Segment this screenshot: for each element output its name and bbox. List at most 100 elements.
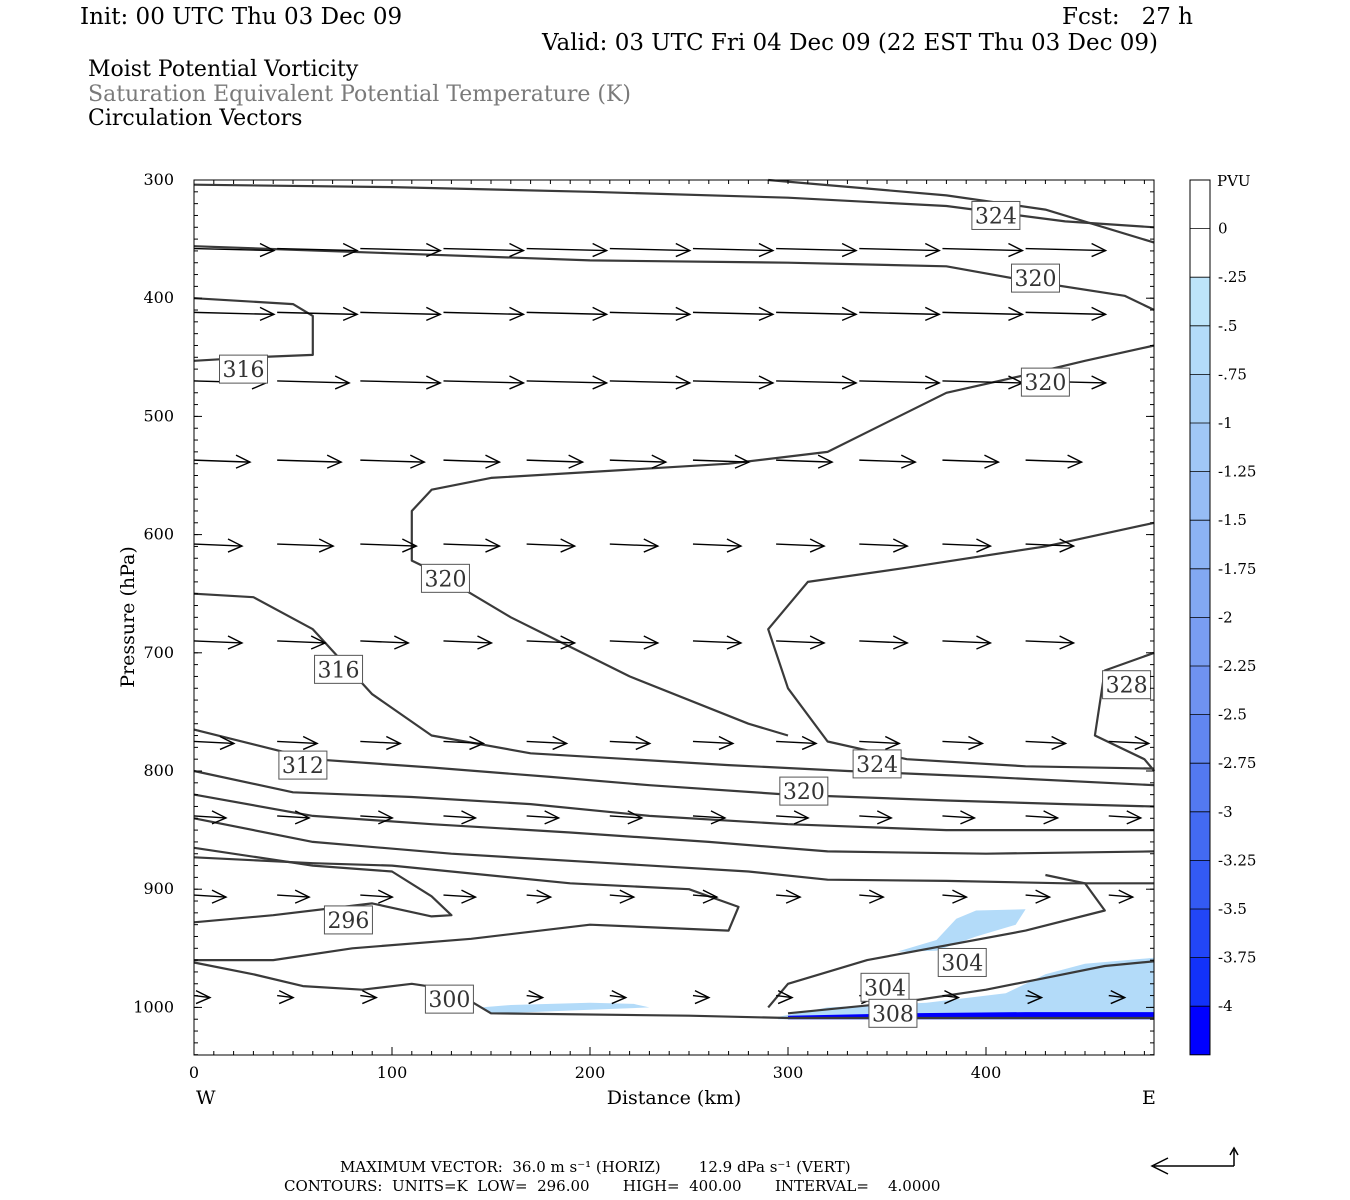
circulation-vector <box>526 242 609 258</box>
circulation-vector <box>609 889 636 904</box>
colorbar-label: -.25 <box>1218 268 1247 286</box>
circulation-vector <box>277 889 311 904</box>
circulation-vector <box>1025 889 1052 904</box>
circulation-vector <box>1025 735 1068 751</box>
colorbar-label: -2.75 <box>1218 754 1256 772</box>
colorbar-swatch <box>1190 957 1210 1007</box>
circulation-vector <box>776 810 810 825</box>
colorbar-label: -3 <box>1218 803 1233 821</box>
circulation-vector <box>360 635 410 650</box>
x-tick-label: 0 <box>189 1063 199 1082</box>
valid-time: Valid: 03 UTC Fri 04 Dec 09 (22 EST Thu … <box>542 30 1159 56</box>
contour-label-text: 304 <box>941 951 983 976</box>
circulation-vector <box>776 889 802 904</box>
colorbar-swatch <box>1190 228 1210 278</box>
colorbar-label: -3.5 <box>1218 900 1247 918</box>
init-time: Init: 00 UTC Thu 03 Dec 09 <box>80 4 403 30</box>
circulation-vector <box>443 735 486 751</box>
circulation-vector <box>443 306 526 322</box>
colorbar-swatch <box>1190 374 1210 423</box>
circulation-vector <box>360 989 378 1005</box>
x-tick-label: 100 <box>377 1063 408 1082</box>
circulation-vector <box>193 454 252 469</box>
colorbar-swatch <box>1190 714 1210 764</box>
colorbar-swatch <box>1190 860 1210 909</box>
circulation-vector <box>692 454 751 469</box>
circulation-vector <box>277 635 327 650</box>
circulation-vector <box>443 454 502 469</box>
theta-contour-layer <box>193 178 1156 1020</box>
circulation-vector <box>193 989 212 1005</box>
contour-label: 320 <box>779 776 829 806</box>
colorbar-title: PVU <box>1217 172 1251 190</box>
field-title-vectors: Circulation Vectors <box>88 106 303 131</box>
circulation-vector <box>443 242 526 258</box>
circulation-vector <box>360 454 426 469</box>
circulation-vector <box>776 735 818 751</box>
axes-layer: 0 100 200 300 400 300 400 500 600 700 800 900 1000 <box>133 170 1154 1082</box>
colorbar: 0 -.25 -.5 -.75 -1 -1.25 -1.5 -1.75 -2 -2.25 -2.5 -… <box>1189 179 1256 1056</box>
contour-label-text: 316 <box>223 358 265 383</box>
colorbar-swatch <box>1190 277 1210 326</box>
contour-label-text: 316 <box>318 658 360 683</box>
circulation-vector <box>443 635 494 650</box>
circulation-vector <box>277 454 343 469</box>
circulation-vector <box>360 306 442 322</box>
colorbar-swatch <box>1190 909 1210 958</box>
circulation-vector <box>859 635 909 650</box>
circulation-vector <box>277 375 351 390</box>
theta-contour-line <box>768 178 1155 244</box>
circulation-vector <box>443 810 478 825</box>
colorbar-label: -2.5 <box>1218 706 1247 724</box>
east-label: E <box>1142 1087 1156 1109</box>
y-tick-label: 900 <box>143 879 174 898</box>
circulation-vector <box>526 735 569 751</box>
circulation-vector <box>859 735 901 751</box>
circulation-vector <box>776 538 826 553</box>
circulation-vector <box>526 306 609 322</box>
contour-label: 324 <box>971 200 1021 230</box>
circulation-vector <box>193 889 228 904</box>
colorbar-label: 0 <box>1218 220 1228 238</box>
circulation-vector <box>692 306 775 322</box>
circulation-vector <box>942 735 985 751</box>
max-vector-note: MAXIMUM VECTOR: 36.0 m s⁻¹ (HORIZ) 12.9 … <box>340 1158 851 1176</box>
theta-contour-line <box>767 521 1155 770</box>
x-tick-label: 200 <box>575 1063 606 1082</box>
y-tick-label: 1000 <box>133 997 174 1016</box>
field-title-theta: Saturation Equivalent Potential Temperat… <box>88 82 631 107</box>
circulation-vector <box>609 375 692 390</box>
pv-region <box>778 957 1155 1020</box>
y-tick-label: 800 <box>143 761 174 780</box>
contour-label-text: 328 <box>1106 674 1148 699</box>
circulation-vector <box>1108 889 1135 904</box>
circulation-vector <box>692 375 775 390</box>
colorbar-label: -1.5 <box>1218 511 1247 529</box>
circulation-vector <box>1025 538 1076 553</box>
circulation-vector <box>692 810 727 825</box>
circulation-vector <box>193 735 236 751</box>
y-tick-label: 300 <box>143 170 174 189</box>
circulation-vector <box>692 735 735 751</box>
circulation-vector <box>859 538 909 553</box>
circulation-vector <box>776 306 858 322</box>
circulation-vector <box>1108 989 1127 1005</box>
colorbar-swatch <box>1190 1006 1210 1055</box>
circulation-vector <box>1025 810 1060 825</box>
circulation-vector <box>443 375 526 390</box>
circulation-vector <box>526 989 545 1005</box>
theta-contour-line <box>1093 651 1156 772</box>
circulation-vector <box>776 375 858 390</box>
y-axis-title: Pressure (hPa) <box>117 546 139 688</box>
theta-contour-line <box>193 817 1155 885</box>
field-title-pv: Moist Potential Vorticity <box>88 57 359 82</box>
circulation-vector <box>360 242 442 258</box>
circulation-vector <box>859 810 893 825</box>
contour-label: 312 <box>278 750 328 780</box>
colorbar-swatch <box>1190 617 1210 666</box>
contour-label: 320 <box>420 563 470 593</box>
colorbar-swatch <box>1190 471 1210 521</box>
circulation-vector <box>942 635 993 650</box>
circulation-vector <box>360 889 394 904</box>
